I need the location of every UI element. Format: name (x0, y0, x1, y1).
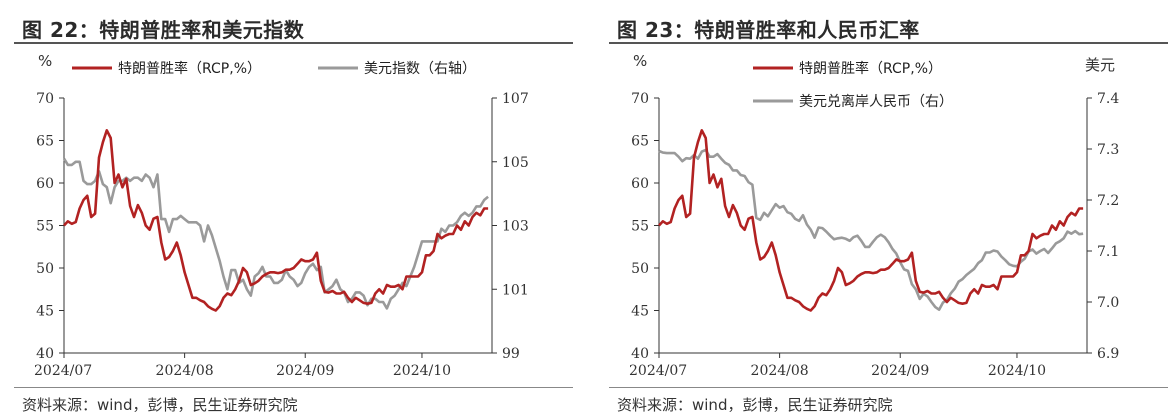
figure-23-title-rule (609, 42, 1168, 44)
legend-label: 美元指数（右轴） (364, 61, 476, 77)
left-axis-tick-label: 55 (631, 219, 649, 235)
figure-23-source-rule (609, 387, 1168, 388)
x-axis-tick-label: 2024/08 (156, 363, 214, 379)
right-axis-tick-label: 6.9 (1097, 346, 1119, 362)
left-axis-tick-label: 60 (631, 176, 649, 192)
figure-22-source-rule (14, 387, 573, 388)
x-axis-tick-label: 2024/09 (276, 363, 334, 379)
x-axis-tick-label: 2024/09 (871, 363, 929, 379)
x-axis-tick-label: 2024/08 (751, 363, 809, 379)
figure-22-title-rule (14, 42, 573, 44)
figure-22-source: 资料来源：wind，彭博，民生证券研究院 (22, 396, 298, 414)
right-axis-tick-label: 101 (502, 282, 529, 298)
right-axis-tick-label: 7.3 (1097, 142, 1119, 158)
right-axis-tick-label: 7.1 (1097, 244, 1119, 260)
figure-22-title: 图 22：特朗普胜率和美元指数 (22, 18, 305, 42)
legend-label: 美元兑离岸人民币（右） (799, 93, 953, 110)
x-axis-tick-label: 2024/10 (988, 363, 1046, 379)
right-axis-tick-label: 99 (502, 346, 520, 362)
left-axis-tick-label: 65 (631, 134, 649, 150)
figure-23-chart: % 美元 40 45 50 55 60 65 70 6.9 7.0 7.1 7.2 7.3 7.4 2024/… (629, 52, 1119, 379)
x-axis-tick-label: 2024/07 (34, 363, 92, 379)
legend-label: 特朗普胜率（RCP,%） (799, 60, 942, 77)
left-axis-tick-label: 70 (631, 91, 649, 107)
left-axis-tick-label: 50 (36, 261, 54, 277)
figure-23-source: 资料来源：wind，彭博，民生证券研究院 (617, 396, 893, 414)
figure-22-panel: 图 22：特朗普胜率和美元指数 % 40 45 50 55 60 65 70 99 101 103 1… (0, 0, 575, 418)
left-axis-unit: % (633, 52, 647, 70)
x-axis-tick-label: 2024/07 (629, 363, 687, 379)
right-axis-tick-label: 7.0 (1097, 295, 1119, 311)
left-axis-tick-label: 45 (631, 304, 649, 320)
right-axis-unit: 美元 (1085, 56, 1115, 74)
left-axis-series-line (658, 129, 1084, 312)
right-axis-tick-label: 107 (502, 91, 529, 107)
right-axis-series-line (658, 148, 1084, 312)
left-axis-unit: % (38, 52, 52, 70)
left-axis-tick-label: 40 (631, 346, 649, 362)
left-axis-tick-label: 45 (36, 304, 54, 320)
figure-23-title: 图 23：特朗普胜率和人民币汇率 (617, 18, 920, 42)
legend-label: 特朗普胜率（RCP,%） (118, 60, 261, 77)
right-axis-tick-label: 7.2 (1097, 193, 1119, 209)
left-axis-tick-label: 60 (36, 176, 54, 192)
figure-22-chart: % 40 45 50 55 60 65 70 99 101 103 105 107 2024/07 2024… (34, 52, 529, 379)
right-axis-tick-label: 105 (502, 155, 529, 171)
figure-23-panel: 图 23：特朗普胜率和人民币汇率 % 美元 40 45 50 55 60 65 70 6.9 7.0… (595, 0, 1170, 418)
left-axis-tick-label: 50 (631, 261, 649, 277)
right-axis-tick-label: 103 (502, 219, 529, 235)
right-axis-tick-label: 7.4 (1097, 91, 1119, 107)
left-axis-series-line (63, 129, 489, 312)
right-axis-series-line (62, 157, 489, 310)
left-axis-tick-label: 40 (36, 346, 54, 362)
left-axis-tick-label: 55 (36, 219, 54, 235)
left-axis-tick-label: 65 (36, 134, 54, 150)
left-axis-tick-label: 70 (36, 91, 54, 107)
x-axis-tick-label: 2024/10 (393, 363, 451, 379)
